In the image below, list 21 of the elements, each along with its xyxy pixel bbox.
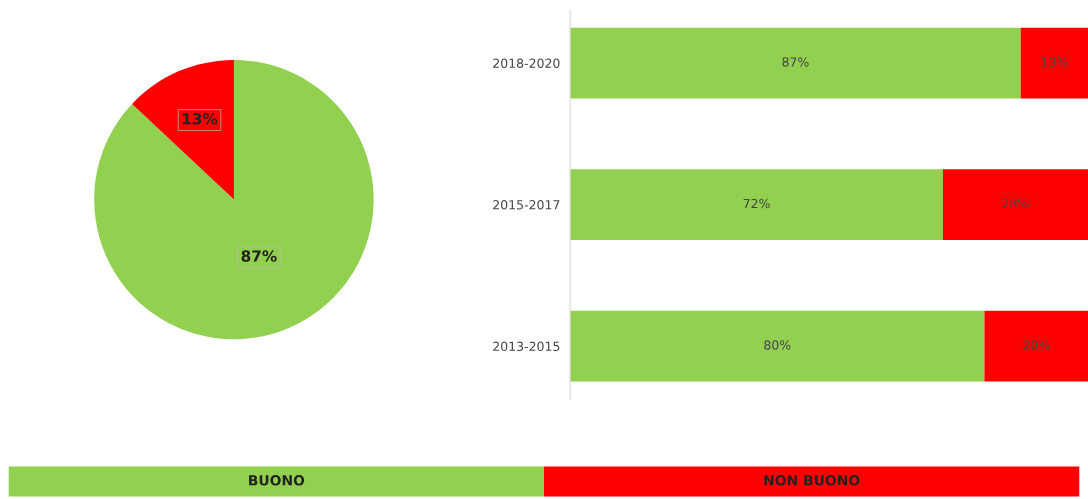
pie-slice	[132, 59, 234, 200]
text: BUONO	[249, 475, 305, 486]
data-label: 13%	[182, 112, 218, 125]
y-tick-label: 2013-2015	[493, 341, 560, 352]
data-label: 87%	[782, 57, 809, 67]
y-tick-label: 2015-2017	[493, 200, 560, 210]
bar	[984, 310, 1088, 382]
bar	[570, 27, 1021, 99]
pie-slice	[94, 59, 374, 340]
y-tick-label: 2018-2020	[493, 58, 560, 68]
bar	[570, 310, 985, 382]
data-label: 28%	[1002, 198, 1029, 209]
data-label: 80%	[764, 340, 791, 350]
data-label: 72%	[743, 198, 770, 209]
bar	[570, 169, 943, 240]
bar	[942, 169, 1088, 240]
bar	[1020, 27, 1088, 99]
text: NON BUONO	[764, 475, 860, 486]
data-label: 20%	[1023, 340, 1050, 350]
data-label: 87%	[241, 250, 277, 262]
data-label: 13%	[1041, 57, 1068, 67]
